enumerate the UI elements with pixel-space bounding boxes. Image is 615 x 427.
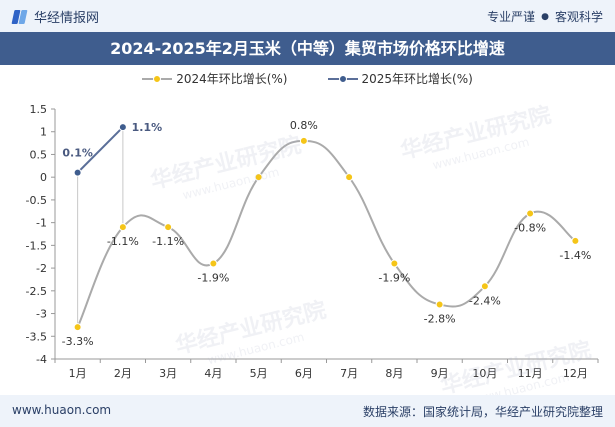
legend-label-2024: 2024年环比增长(%) (176, 72, 288, 86)
brand-name: 华经情报网 (34, 11, 100, 26)
legend-swatch-2025-icon (327, 74, 358, 83)
line-chart: 1.5 1 0.5 0 -0.5 -1 -1.5 -2 -2.5 -3 -3.5 -4 1月 2月 3月 4月… (26, 103, 599, 380)
bullet-icon: ● (541, 11, 549, 22)
y-tick-label: 0 (40, 171, 47, 184)
x-tick-label: 10月 (472, 367, 497, 380)
data-label-2025: 0.1% (62, 147, 93, 160)
series-2024-point (480, 282, 489, 291)
y-tick-label: -0.5 (26, 194, 47, 207)
series-2024-point (209, 259, 218, 268)
website-link[interactable]: www.huaon.com (12, 403, 112, 417)
x-tick-label: 4月 (204, 367, 222, 380)
series-2025-line (76, 126, 124, 174)
x-tick-label: 3月 (159, 367, 177, 380)
data-label-2024: -2.4% (469, 294, 501, 307)
series-2025-point (118, 123, 127, 132)
y-tick-label: 0.5 (30, 148, 48, 161)
data-label-2024: -2.8% (424, 312, 456, 325)
data-source: 数据来源：国家统计局，华经产业研究院整理 (362, 405, 603, 419)
tag-professional: 专业严谨 (487, 10, 536, 24)
x-tick-label: 2月 (114, 367, 132, 380)
tagline: 专业严谨 ● 客观科学 (487, 8, 603, 25)
data-label-2025: 1.1% (132, 121, 163, 134)
tag-objective: 客观科学 (554, 10, 603, 24)
legend-label-2025: 2025年环比增长(%) (361, 72, 473, 86)
legend-item-2024[interactable]: 2024年环比增长(%) (142, 70, 288, 87)
y-tick-label: -4 (36, 353, 47, 366)
data-label-2024: -1.1% (152, 235, 184, 248)
x-tick-label: 11月 (518, 367, 543, 380)
data-label-2024: -1.1% (107, 235, 139, 248)
legend-item-2025[interactable]: 2025年环比增长(%) (327, 70, 473, 87)
y-tick-label: -1.5 (26, 239, 47, 252)
y-tick-label: 1 (40, 126, 47, 139)
data-label-2024: -1.9% (197, 272, 229, 285)
y-tick-label: -3 (36, 308, 47, 321)
series-2024-point (345, 173, 354, 182)
data-label-2024: -1.9% (378, 272, 410, 285)
data-label-2024: -0.8% (514, 222, 546, 235)
y-tick-label: 1.5 (30, 103, 48, 116)
series-2024-point (390, 259, 399, 268)
series-2024-point (571, 236, 580, 245)
legend-swatch-2024-icon (142, 74, 173, 83)
series-2024-point (73, 323, 82, 332)
chart-title: 2024-2025年2月玉米（中等）集贸市场价格环比增速 (0, 32, 615, 65)
x-tick-label: 6月 (295, 367, 313, 380)
series-2024-point (254, 173, 263, 182)
y-tick-label: -1 (36, 217, 47, 230)
series-2024-point (164, 223, 173, 232)
huajing-logo-icon (11, 9, 28, 25)
brand[interactable]: 华经情报网 (11, 7, 100, 26)
data-label-2024: 0.8% (290, 119, 318, 132)
chart-legend: 2024年环比增长(%) 2025年环比增长(%) (0, 70, 615, 87)
x-tick-label: 7月 (340, 367, 358, 380)
series-2024-point (526, 209, 535, 218)
x-tick-label: 5月 (250, 367, 268, 380)
chart-area: 华经产业研究院 www.huaon.com 华经产业研究院 www.huaon.co… (0, 95, 615, 407)
y-tick-label: -2.5 (26, 285, 47, 298)
x-tick-label: 9月 (431, 367, 449, 380)
series-2024-point (299, 136, 308, 145)
x-tick-label: 1月 (69, 367, 87, 380)
data-label-2024: -3.3% (62, 335, 94, 348)
x-tick-label: 8月 (385, 367, 403, 380)
y-tick-label: -3.5 (26, 330, 47, 343)
series-2024-point (435, 300, 444, 309)
series-2025-point (73, 168, 82, 177)
y-tick-label: -2 (36, 262, 47, 275)
top-bar: 华经情报网 专业严谨 ● 客观科学 (0, 0, 615, 32)
footer: www.huaon.com 数据来源：国家统计局，华经产业研究院整理 (0, 395, 615, 427)
series-2024-line (76, 139, 576, 328)
x-tick-label: 12月 (563, 367, 588, 380)
data-label-2024: -1.4% (559, 249, 591, 262)
series-2024-point (118, 223, 127, 232)
